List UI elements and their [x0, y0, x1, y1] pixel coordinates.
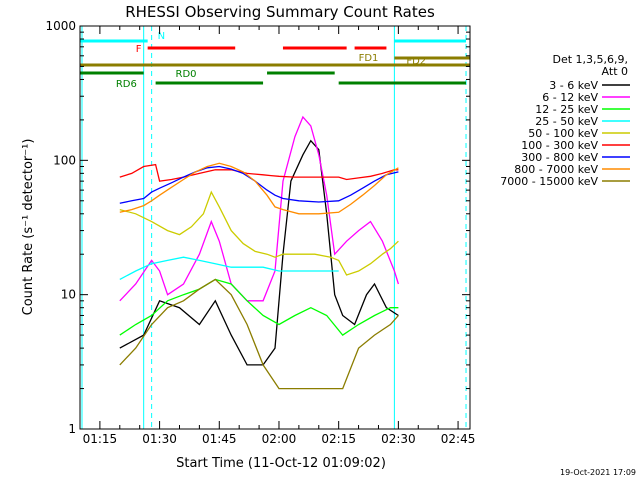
x-axis-label: Start Time (11-Oct-12 01:09:02)	[176, 456, 386, 471]
legend-entry-label: 100 - 300 keV	[521, 139, 598, 152]
x-tick-label: 02:45	[441, 432, 476, 446]
y-tick-label: 100	[53, 153, 76, 167]
y-tick-label: 1000	[45, 19, 76, 33]
status-bar-label-fd2: FD2	[406, 56, 426, 67]
series-line-800-7000-kev	[119, 162, 399, 215]
series-line-50-100-kev	[119, 190, 399, 276]
x-tick-label: 02:30	[381, 432, 416, 446]
legend-entry-label: 800 - 7000 keV	[514, 163, 598, 176]
legend-entry-label: 25 - 50 keV	[535, 115, 598, 128]
plot-frame	[79, 25, 471, 430]
status-bar-label-fd1: FD1	[359, 53, 379, 64]
x-tick-label: 01:30	[142, 432, 177, 446]
plot-area	[81, 26, 467, 429]
axes: 01:15 01:30 01:45 02:00 02:15 02:30 02:45 1 10 10…	[45, 19, 475, 446]
y-axis-label: Count Rate (s⁻¹ detector⁻¹)	[21, 139, 36, 316]
status-bar-label-f: F	[136, 44, 142, 55]
legend-header-line: Att 0	[602, 65, 628, 78]
series-line-25-50-kev	[119, 256, 339, 280]
y-tick-label: 1	[68, 422, 76, 436]
x-tick-label: 02:15	[321, 432, 356, 446]
legend-entry-label: 12 - 25 keV	[535, 103, 598, 116]
legend-entry-label: 50 - 100 keV	[528, 127, 598, 140]
status-bar-label-rd6: RD6	[116, 79, 137, 90]
series-line-6-12-kev	[119, 115, 400, 302]
y-tick-label: 10	[61, 288, 76, 302]
series-line-3-6-kev	[119, 139, 399, 366]
legend-entry-label: 300 - 800 keV	[521, 151, 598, 164]
footer-timestamp: 19-Oct-2021 17:09	[560, 468, 636, 477]
x-tick-label: 01:45	[202, 432, 237, 446]
x-tick-label: 02:00	[262, 432, 297, 446]
status-bars: N F FD1 FD2 RD0 RD6	[80, 31, 470, 90]
chart-title: RHESSI Observing Summary Count Rates	[125, 3, 435, 21]
series-line-7000-15000-kev	[119, 278, 399, 390]
series-line-100-300-kev	[119, 163, 399, 182]
legend-entry-label: 3 - 6 keV	[549, 79, 598, 92]
legend-entry-label: 6 - 12 keV	[542, 91, 598, 104]
series-line-12-25-kev	[119, 278, 399, 336]
status-bar-label-rd0: RD0	[176, 69, 197, 80]
legend-entry-label: 7000 - 15000 keV	[500, 175, 598, 188]
status-bar-label-n: N	[158, 31, 165, 42]
legend-header-line: Det 1,3,5,6,9,	[552, 53, 628, 66]
x-tick-label: 01:15	[83, 432, 118, 446]
